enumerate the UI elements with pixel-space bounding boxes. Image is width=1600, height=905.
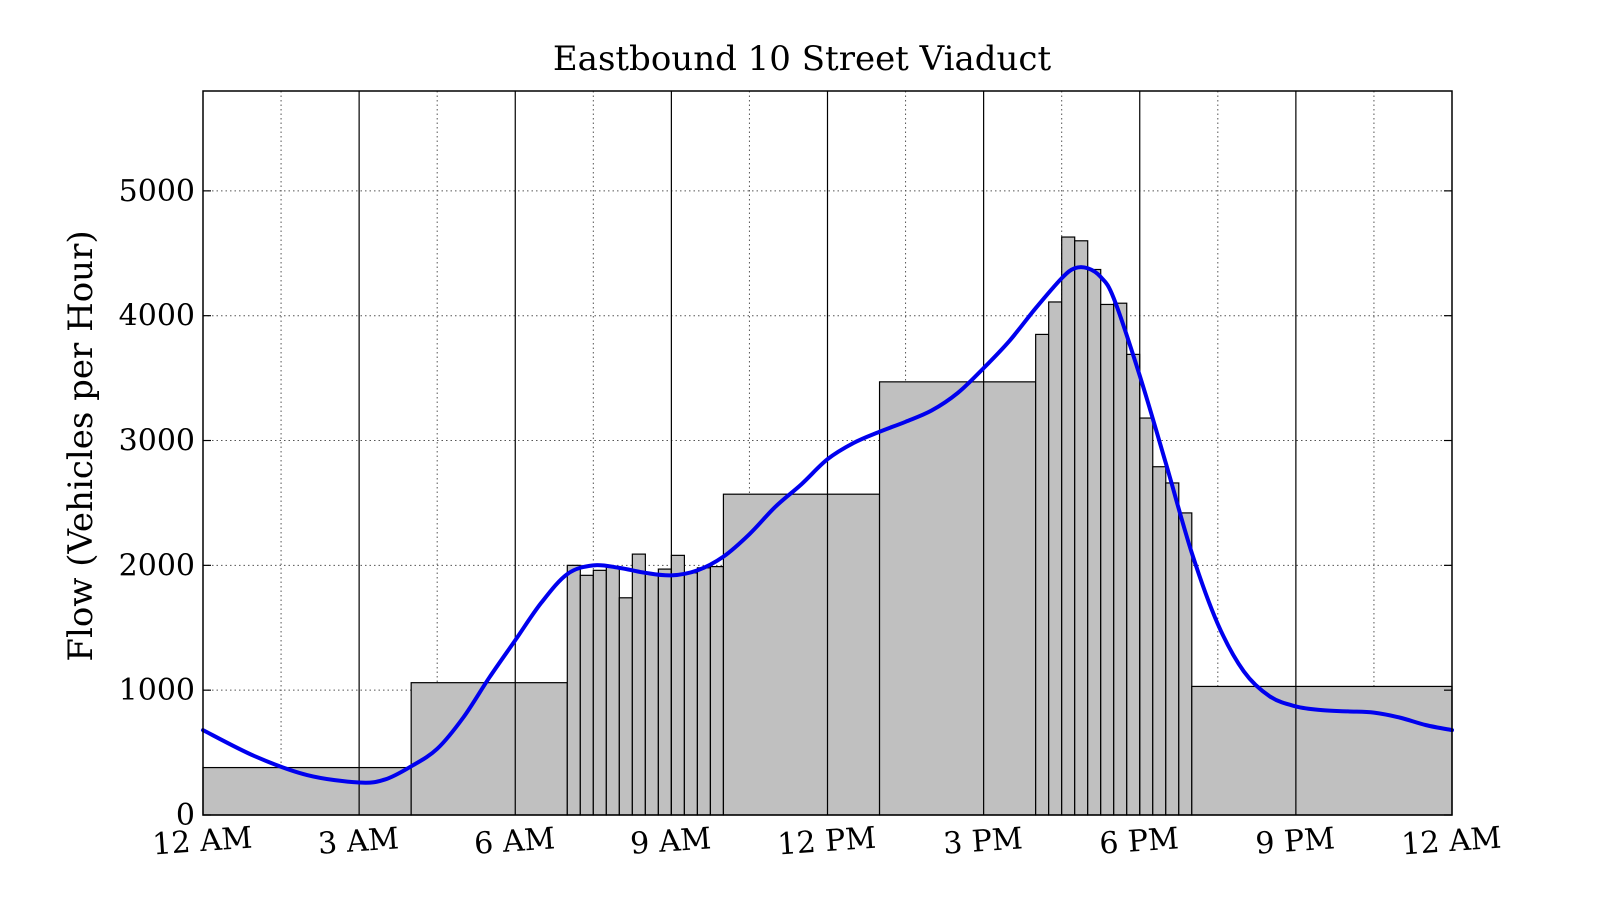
histogram-bar [878, 381, 1037, 816]
chart-title: Eastbound 10 Street Viaduct [553, 39, 1052, 79]
histogram-bar [644, 573, 659, 816]
histogram-bar [1035, 333, 1050, 816]
histogram-bar [1061, 236, 1076, 816]
histogram-bar [1074, 240, 1089, 816]
plot-frame [202, 90, 1453, 816]
x-tick-label: 12 PM [776, 821, 877, 863]
plot-border [202, 90, 1453, 816]
histogram-bar [670, 554, 685, 816]
y-tick-label: 2000 [119, 548, 195, 583]
x-tick-label: 6 PM [1098, 821, 1180, 861]
histogram-bar [1048, 301, 1063, 816]
histogram-bar [618, 597, 633, 816]
histogram-bar [1113, 302, 1128, 816]
histogram-bar [1139, 417, 1154, 816]
major-vertical-lines [358, 91, 1297, 815]
histogram-bar [683, 572, 698, 816]
histogram-bar [657, 568, 672, 816]
histogram-bar [709, 565, 725, 816]
x-tick-label: 9 AM [629, 821, 712, 862]
flow-curve [201, 265, 1454, 785]
x-tick-label: 12 AM [1400, 821, 1502, 863]
y-tick-label: 3000 [119, 424, 195, 459]
histogram-bar [1126, 353, 1141, 816]
histogram-bar [579, 574, 594, 816]
histogram-bar [1152, 466, 1167, 816]
histogram-bar [1178, 512, 1193, 816]
y-tick-labels: 0 1000 2000 3000 4000 5000 [119, 174, 1452, 833]
y-tick-label: 4000 [119, 299, 195, 334]
histogram-bar [592, 569, 607, 816]
histogram-bar [1100, 303, 1115, 816]
x-tick-label: 12 AM [151, 821, 253, 863]
histogram-bar [722, 493, 881, 816]
histogram-bar [1165, 482, 1180, 816]
histogram-bar [696, 567, 712, 816]
x-tick-label: 3 AM [317, 821, 400, 862]
x-tick-label: 9 PM [1254, 821, 1336, 861]
histogram-bar [631, 553, 646, 816]
y-tick-label: 5000 [119, 174, 195, 209]
x-tick-label: 6 AM [473, 821, 556, 862]
histogram-bar [605, 565, 620, 816]
histogram-bar [1087, 268, 1102, 816]
bars-group [202, 236, 1453, 816]
curve-group [201, 265, 1454, 785]
x-tick-labels: 12 AM 3 AM 6 AM 9 AM 12 PM 3 PM 6 PM 9 PM 12 AM [151, 821, 1502, 863]
y-axis-label: Flow (Vehicles per Hour) [61, 230, 101, 661]
y-tick-label: 1000 [119, 673, 195, 708]
y-tick-label: 0 [176, 798, 195, 833]
histogram-bar [1191, 685, 1453, 816]
histogram-bar [566, 564, 581, 816]
x-tick-label: 3 PM [942, 821, 1024, 861]
